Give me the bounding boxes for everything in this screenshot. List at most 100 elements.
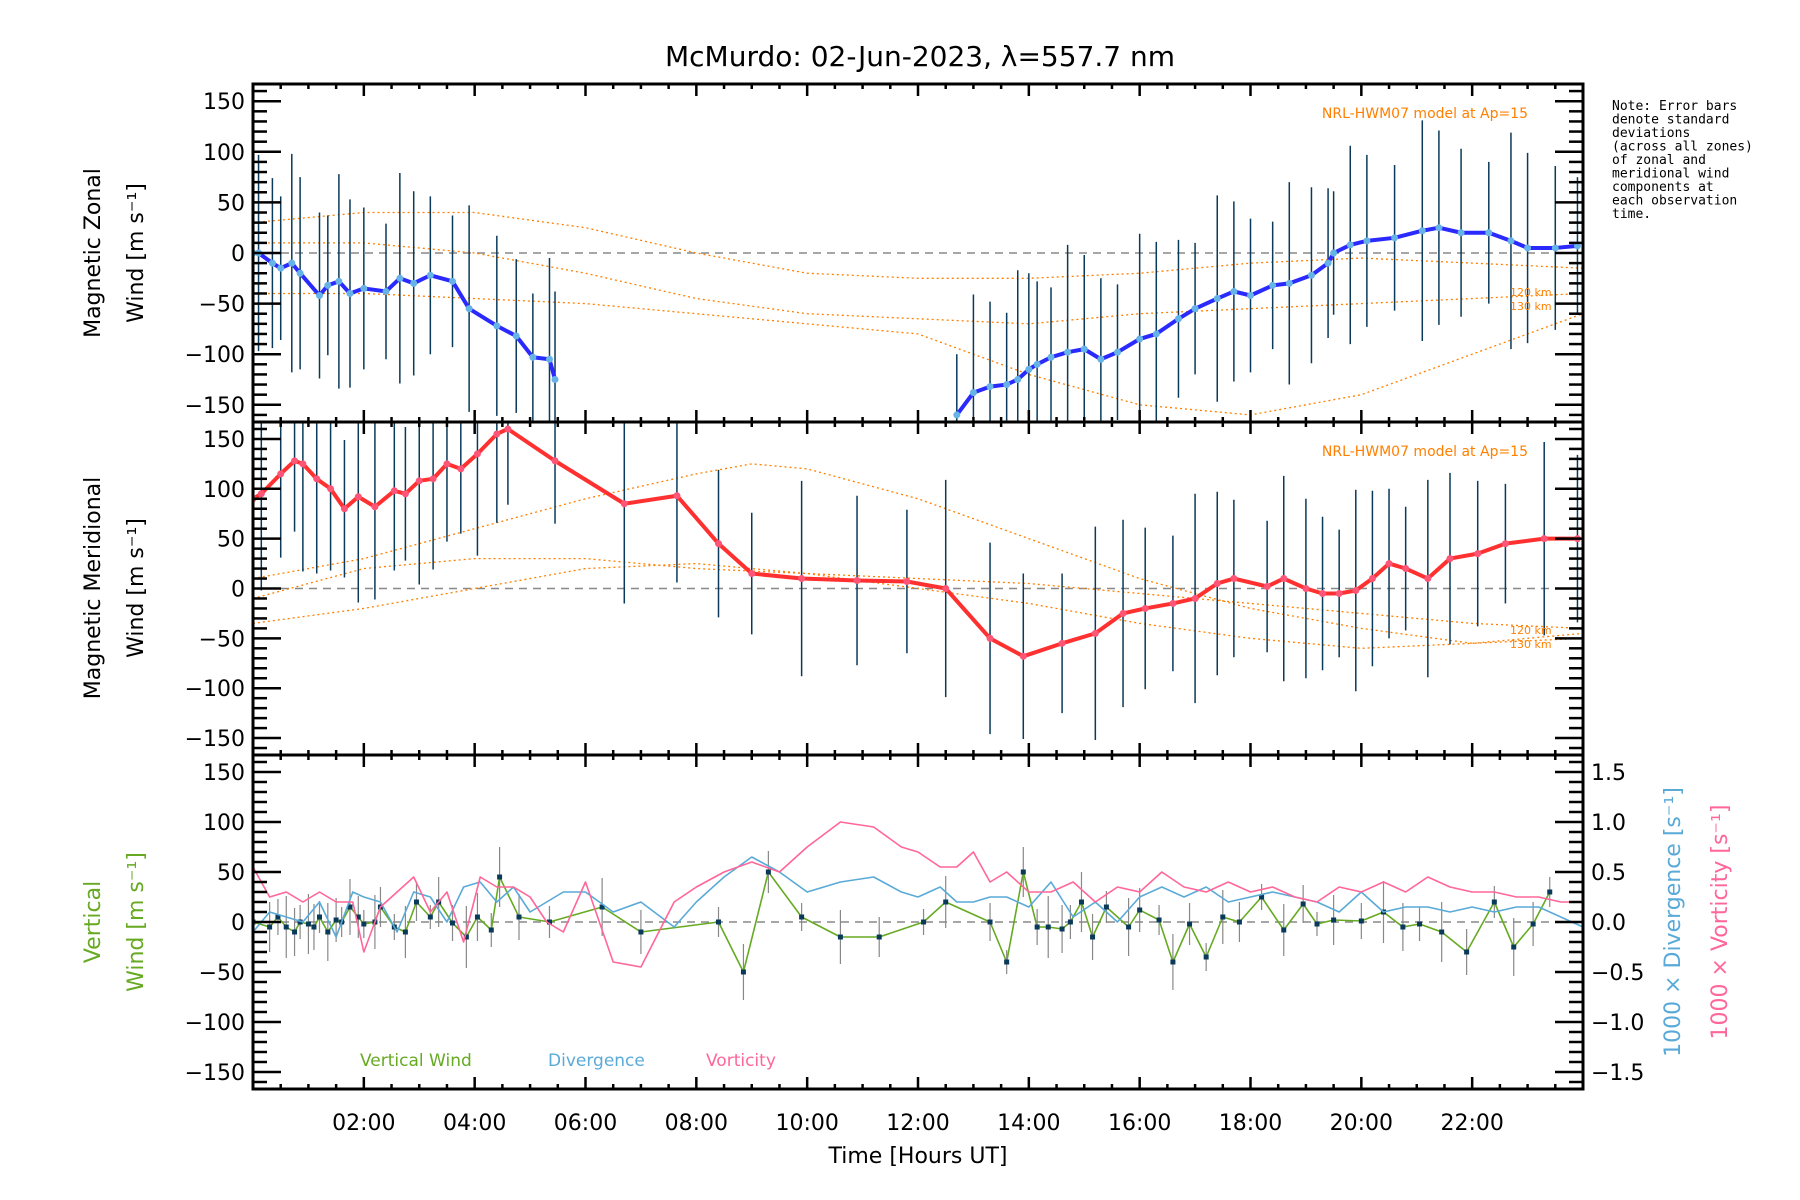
data-point: [1281, 927, 1287, 933]
data-point: [1368, 575, 1376, 583]
data-point: [953, 411, 961, 419]
data-point: [1174, 315, 1182, 323]
data-point: [257, 490, 265, 498]
x-tick-label: 16:00: [1108, 1111, 1171, 1136]
data-point: [346, 289, 354, 297]
note-line: Note: Error bars: [1612, 99, 1737, 114]
data-point: [1446, 555, 1454, 563]
data-point: [798, 575, 806, 583]
data-point: [1285, 279, 1293, 287]
data-point: [1307, 271, 1315, 279]
data-point: [1331, 917, 1337, 923]
data-point: [1247, 292, 1254, 300]
data-point: [1464, 949, 1470, 955]
data-point: [1402, 565, 1410, 573]
data-point: [1352, 586, 1360, 594]
data-point: [1091, 629, 1099, 637]
vertical-ylabel-line1: Vertical: [81, 881, 106, 963]
data-point: [299, 460, 307, 468]
data-point: [1059, 926, 1065, 932]
data-point: [316, 292, 323, 300]
data-point: [275, 914, 281, 920]
data-point: [1330, 249, 1338, 257]
data-point: [551, 375, 559, 383]
data-point: [1203, 954, 1209, 960]
x-tick-label: 04:00: [443, 1111, 506, 1136]
data-point: [1137, 907, 1143, 913]
data-point: [1034, 924, 1040, 930]
x-tick-label: 02:00: [332, 1111, 395, 1136]
divergence-ylabel: 1000 × Divergence [s⁻¹]: [1661, 787, 1686, 1057]
data-point: [1152, 330, 1160, 338]
model-curve: [253, 463, 1583, 644]
data-point: [1302, 585, 1310, 592]
data-point: [277, 470, 285, 478]
data-point: [449, 277, 456, 285]
plot-area: [253, 821, 1583, 1000]
data-point: [1540, 535, 1548, 543]
data-point: [313, 475, 321, 483]
data-point: [493, 322, 501, 330]
y-tick-label-right: −0.5: [1591, 961, 1644, 986]
data-point: [402, 929, 408, 935]
data-point: [457, 465, 465, 473]
data-point: [1417, 921, 1423, 927]
data-point: [1263, 583, 1271, 591]
data-point: [277, 264, 285, 272]
y-tick-label-right: 1.0: [1591, 811, 1626, 836]
data-point: [1358, 918, 1364, 924]
plot-area: [253, 120, 1583, 422]
data-point: [1319, 589, 1327, 597]
data-point: [765, 869, 771, 875]
x-tick-label: 18:00: [1219, 1111, 1282, 1136]
note-line: deviations: [1612, 126, 1690, 141]
note-line: time.: [1612, 207, 1651, 222]
data-point: [903, 578, 911, 586]
data-point: [1097, 355, 1105, 363]
data-point: [1080, 345, 1088, 353]
y-tick-label: −100: [185, 343, 245, 368]
vorticity-line: [253, 821, 1583, 968]
data-point: [551, 457, 559, 465]
data-point: [305, 921, 311, 927]
y-tick-label: 0: [231, 242, 245, 267]
data-point: [1280, 575, 1288, 583]
x-tick-label: 10:00: [775, 1111, 838, 1136]
zonal-ylabel-line2: Wind [m s⁻¹]: [124, 183, 149, 323]
model-curve: [253, 562, 1583, 649]
x-tick-label: 14:00: [997, 1111, 1060, 1136]
data-point: [335, 277, 343, 285]
data-point: [317, 914, 322, 920]
data-point: [390, 487, 398, 495]
chart-title: McMurdo: 02-Jun-2023, λ=557.7 nm: [665, 40, 1175, 73]
y-tick-label: 150: [203, 761, 245, 786]
note-line: each observation: [1612, 194, 1737, 209]
data-point: [324, 281, 332, 289]
data-point: [1418, 227, 1426, 235]
y-tick-label: 100: [203, 478, 245, 503]
y-tick-label: −100: [185, 1011, 245, 1036]
note-line: of zonal and: [1612, 153, 1706, 168]
data-point: [1547, 889, 1553, 895]
y-tick-label-right: 0.0: [1591, 911, 1626, 936]
data-point: [497, 874, 503, 880]
data-point: [1187, 921, 1193, 927]
data-point: [620, 500, 628, 508]
data-point: [943, 899, 949, 905]
data-point: [325, 929, 331, 935]
y-tick-label: 150: [203, 90, 245, 115]
data-point: [283, 924, 289, 930]
data-point: [986, 383, 994, 391]
data-point: [546, 919, 552, 925]
data-point: [1067, 919, 1073, 925]
meridional-ylabel-line2: Wind [m s⁻¹]: [124, 518, 149, 658]
data-point: [529, 353, 537, 361]
data-point: [292, 929, 298, 935]
x-axis-title: Time [Hours UT]: [828, 1144, 1008, 1169]
model-alt-label: 120 km: [1510, 286, 1552, 299]
note-line: meridional wind: [1612, 167, 1729, 182]
data-point: [474, 914, 480, 920]
data-point: [1236, 919, 1242, 925]
